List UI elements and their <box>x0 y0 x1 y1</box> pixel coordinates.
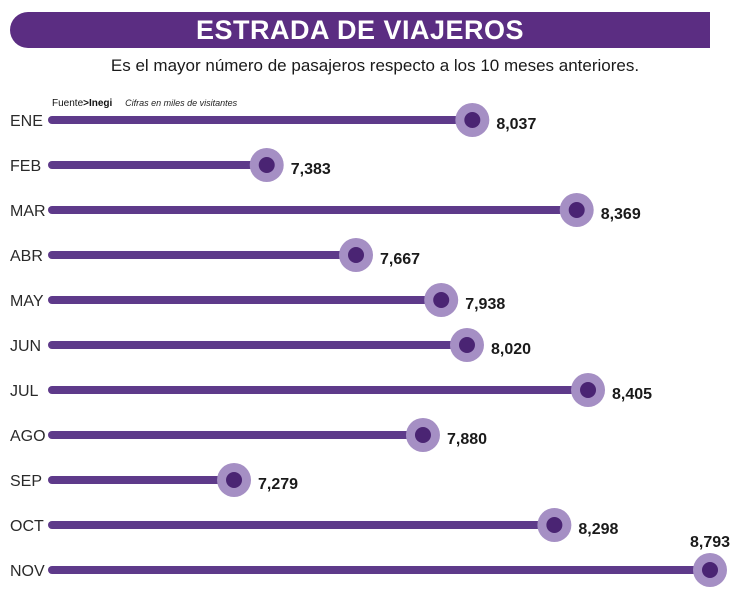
marker-dot-abr <box>348 247 365 263</box>
chart-subtitle: Es el mayor número de pasajeros respecto… <box>110 56 640 75</box>
unit-note: Cifras en miles de visitantes <box>125 98 238 108</box>
category-label-jun: JUN <box>10 338 41 355</box>
value-label-feb: 7,383 <box>291 161 331 178</box>
value-label-ago: 7,880 <box>447 431 487 448</box>
marker-dot-sep <box>226 472 243 488</box>
value-label-ene: 8,037 <box>496 116 536 133</box>
value-label-abr: 7,667 <box>380 251 420 268</box>
marker-dot-jun <box>458 337 475 353</box>
marker-dot-ene <box>464 112 481 128</box>
source-label: Fuente <box>52 98 84 109</box>
category-label-abr: ABR <box>10 248 43 265</box>
value-label-sep: 7,279 <box>258 476 298 493</box>
source-note: Fuente>Inegi Cifras en miles de visitant… <box>52 98 237 109</box>
source-org: Inegi <box>88 98 113 109</box>
marker-dot-feb <box>258 157 275 173</box>
chart-title: ESTRADA DE VIAJEROS <box>195 14 525 45</box>
category-label-ene: ENE <box>10 113 43 130</box>
value-label-jun: 8,020 <box>491 341 531 358</box>
marker-dot-ago <box>414 427 431 443</box>
category-label-feb: FEB <box>10 158 41 175</box>
marker-dot-mar <box>568 202 585 218</box>
value-label-mar: 8,369 <box>601 206 641 223</box>
marker-dot-oct <box>546 517 563 533</box>
value-label-oct: 8,298 <box>578 521 618 538</box>
category-label-mar: MAR <box>10 203 46 220</box>
value-label-nov: 8,793 <box>690 534 730 551</box>
marker-dot-may <box>433 292 450 308</box>
marker-dot-jul <box>580 382 597 398</box>
category-label-may: MAY <box>10 293 44 310</box>
category-label-ago: AGO <box>10 428 46 445</box>
title-banner: ESTRADA DE VIAJEROS <box>10 12 710 48</box>
source-separator: > <box>83 98 89 109</box>
category-label-nov: NOV <box>10 563 45 580</box>
value-label-jul: 8,405 <box>612 386 652 403</box>
marker-dot-nov <box>702 562 718 578</box>
category-label-sep: SEP <box>10 473 42 490</box>
category-label-jul: JUL <box>10 383 39 400</box>
value-label-may: 7,938 <box>465 296 505 313</box>
category-label-oct: OCT <box>10 518 44 535</box>
